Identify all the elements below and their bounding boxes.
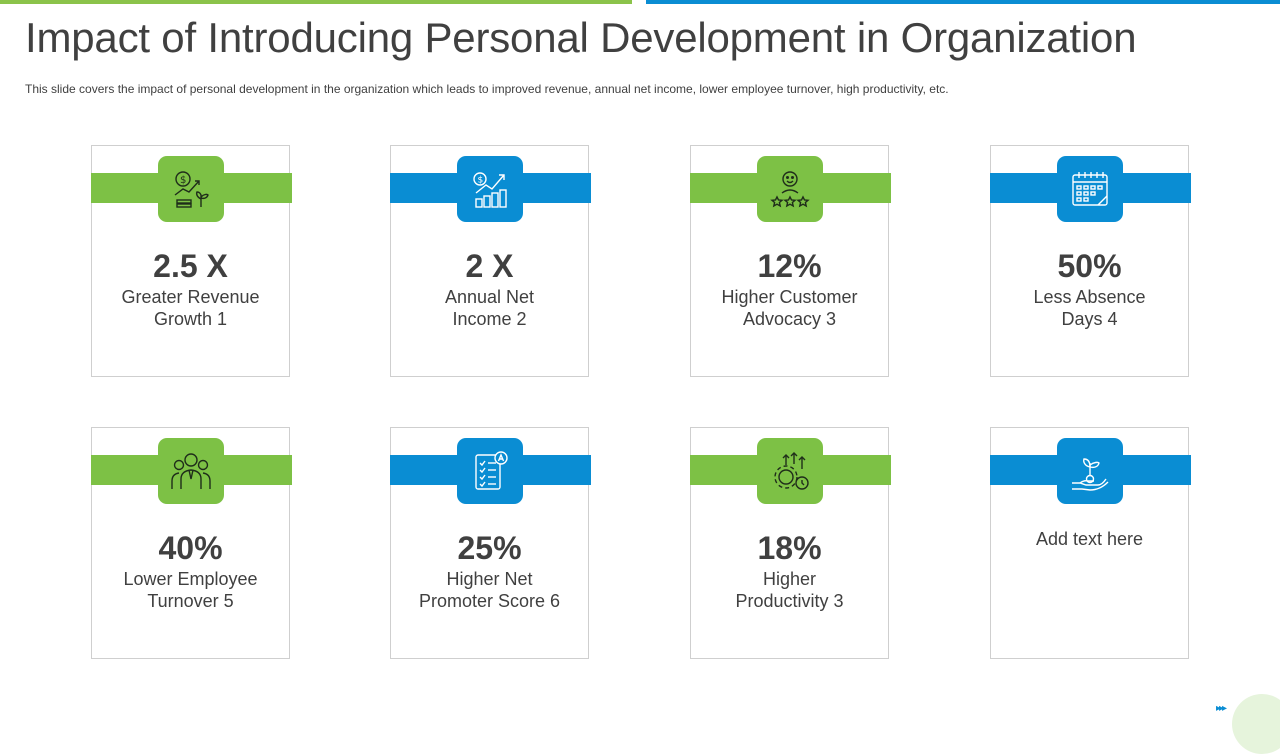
- metric-card-customer-advocacy: 12% Higher Customer Advocacy 3: [690, 145, 891, 377]
- customer-rating-icon: [757, 156, 823, 222]
- metric-card-net-income: $ 2 X Annual Net Income 2: [390, 145, 591, 377]
- card-label: Higher Customer Advocacy 3: [721, 287, 858, 329]
- page-subtitle: This slide covers the impact of personal…: [25, 82, 949, 96]
- employees-group-icon: [158, 438, 224, 504]
- top-accent-bar-blue: [646, 0, 1280, 4]
- metric-card-placeholder: Add text here: [990, 427, 1191, 659]
- calendar-icon: [1057, 156, 1123, 222]
- plant-in-hand-icon: [1057, 438, 1123, 504]
- page-title: Impact of Introducing Personal Developme…: [25, 14, 1137, 61]
- svg-text:$: $: [180, 175, 186, 186]
- productivity-gear-icon: [757, 438, 823, 504]
- card-label: Lower Employee Turnover 5: [123, 569, 258, 611]
- checklist-icon: [457, 438, 523, 504]
- card-value: 40%: [158, 530, 223, 566]
- card-label: Less Absence Days 4: [1033, 287, 1146, 329]
- card-label: Annual Net Income 2: [444, 287, 535, 329]
- card-label: Add text here: [1035, 529, 1144, 549]
- corner-decoration: [1232, 694, 1280, 754]
- metric-card-net-promoter-score: 25% Higher Net Promoter Score 6: [390, 427, 591, 659]
- net-income-chart-icon: $: [457, 156, 523, 222]
- card-value: 2.5 X: [153, 248, 228, 284]
- metric-card-revenue-growth: $ 2.5 X Greater Revenue Growth 1: [91, 145, 292, 377]
- revenue-growth-icon: $: [158, 156, 224, 222]
- card-value: 50%: [1057, 248, 1122, 284]
- metric-card-employee-turnover: 40% Lower Employee Turnover 5: [91, 427, 292, 659]
- svg-text:$: $: [478, 176, 484, 186]
- card-label: Higher Net Promoter Score 6: [418, 569, 561, 611]
- top-accent-bar-green: [0, 0, 632, 4]
- card-value: 25%: [457, 530, 522, 566]
- metric-card-absence-days: 50% Less Absence Days 4: [990, 145, 1191, 377]
- metric-card-productivity: 18% Higher Productivity 3: [690, 427, 891, 659]
- card-label: Greater Revenue Growth 1: [121, 287, 260, 329]
- card-value: 12%: [757, 248, 822, 284]
- next-slide-arrows-icon[interactable]: ▸▸▸: [1216, 703, 1227, 714]
- card-label: Higher Productivity 3: [735, 569, 844, 611]
- card-value: 2 X: [465, 248, 514, 284]
- card-value: 18%: [757, 530, 822, 566]
